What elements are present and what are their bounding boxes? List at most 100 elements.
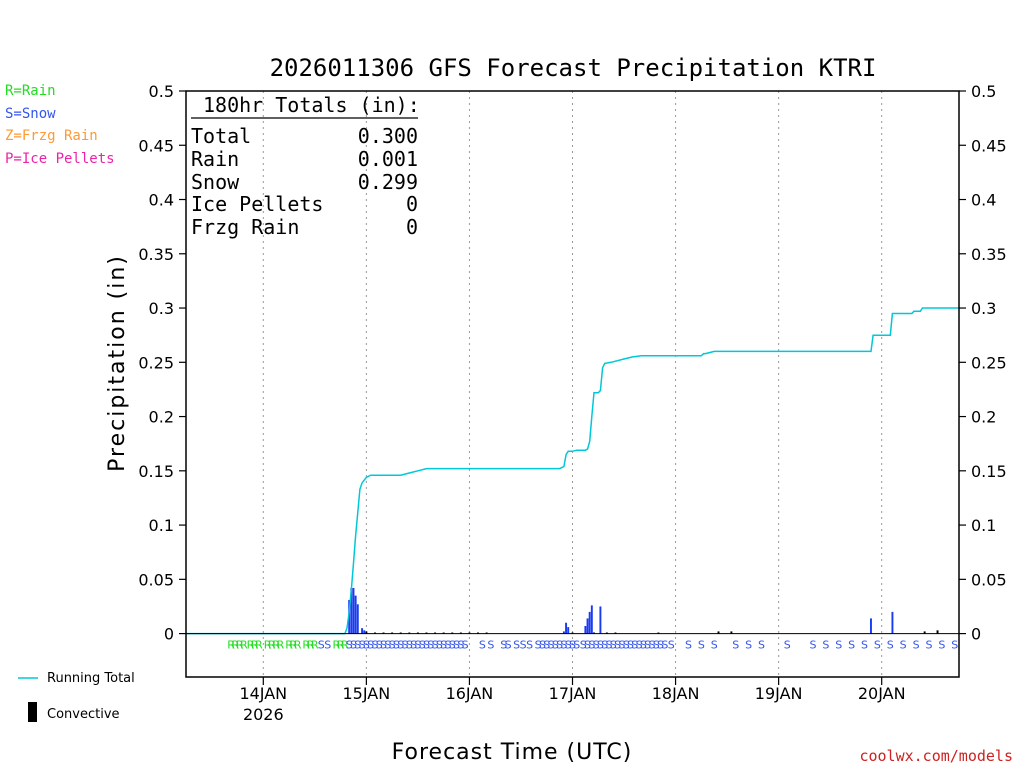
ptype-marker: S — [900, 639, 907, 652]
x-axis-title: Forecast Time (UTC) — [392, 740, 633, 765]
ptype-marker: R — [232, 639, 240, 652]
snow-bar — [356, 604, 359, 634]
ptype-marker: S — [432, 639, 439, 652]
credit-text: coolwx.com/models — [859, 747, 1013, 765]
ptype-marker: R — [337, 639, 345, 652]
ptype-marker: S — [552, 639, 559, 652]
series-legend: Running Total Convective — [18, 671, 135, 722]
x-tick-label: 20JAN — [858, 684, 906, 703]
ptype-marker: S — [410, 639, 417, 652]
convective-bar — [730, 631, 733, 634]
convective-bar — [936, 630, 939, 634]
convective-bar — [717, 631, 720, 634]
ptype-marker: S — [606, 639, 613, 652]
ptype-marker: S — [758, 639, 765, 652]
ptype-marker: S — [371, 639, 378, 652]
convective-swatch — [28, 702, 37, 722]
convective-bar — [382, 632, 385, 634]
y-tick-label-left: 0.2 — [149, 408, 174, 427]
snow-bar — [350, 588, 353, 634]
ptype-legend: R=Rain S=Snow Z=Frzg Rain P=Ice Pellets — [5, 83, 115, 167]
totals-value-rain: 0.001 — [358, 147, 418, 171]
snow-bar — [354, 595, 357, 634]
ptype-marker: S — [505, 639, 512, 652]
totals-label-snow: Snow — [191, 170, 240, 194]
ptype-marker: S — [436, 639, 443, 652]
snow-bar — [869, 618, 872, 634]
ptype-marker: S — [449, 639, 456, 652]
snow-bar — [565, 622, 568, 634]
convective-bar — [923, 631, 926, 634]
ptype-marker: S — [565, 639, 572, 652]
ptype-marker: S — [397, 639, 404, 652]
totals-value-snow: 0.299 — [358, 170, 418, 194]
convective-bar — [485, 632, 488, 634]
y-tick-label-right: 0 — [971, 625, 981, 644]
ptype-marker: S — [593, 639, 600, 652]
ptype-marker: S — [661, 639, 668, 652]
ptype-marker: S — [318, 639, 325, 652]
ptype-marker: R — [264, 639, 272, 652]
ptype-marker: S — [861, 639, 868, 652]
ptype-marker: R — [255, 639, 263, 652]
x-tick-label: 19JAN — [755, 684, 803, 703]
ptype-marker: R — [307, 639, 315, 652]
ptype-marker: R — [290, 639, 298, 652]
ptype-marker: S — [363, 639, 370, 652]
ptype-marker: R — [227, 639, 235, 652]
snow-bar — [588, 611, 591, 634]
legend-snow: S=Snow — [5, 106, 56, 122]
ptype-marker: S — [384, 639, 391, 652]
ptype-marker: S — [698, 639, 705, 652]
snow-bar — [590, 605, 593, 634]
y-tick-label-left: 0.05 — [138, 570, 174, 589]
convective-bar — [442, 632, 445, 634]
ptype-marker: S — [402, 639, 409, 652]
convective-bar — [571, 632, 574, 634]
ptype-marker: S — [354, 639, 361, 652]
ptype-marker: S — [440, 639, 447, 652]
y-tick-label-right: 0.05 — [971, 570, 1007, 589]
snow-bar — [361, 628, 364, 634]
ptype-marker: S — [346, 639, 353, 652]
ptype-marker: S — [406, 639, 413, 652]
ptype-marker: S — [745, 639, 752, 652]
ptype-marker: S — [423, 639, 430, 652]
legend-frzg-rain: Z=Frzg Rain — [5, 128, 98, 144]
ptype-marker: R — [332, 639, 340, 652]
ptype-marker: S — [419, 639, 426, 652]
ptype-marker: S — [588, 639, 595, 652]
ptype-marker: S — [393, 639, 400, 652]
snow-bar — [567, 627, 570, 634]
ptype-marker: S — [367, 639, 374, 652]
ptype-marker: S — [500, 639, 507, 652]
ptype-marker: S — [614, 639, 621, 652]
ptype-marker: S — [848, 639, 855, 652]
legend-rain: R=Rain — [5, 83, 56, 99]
ptype-marker: S — [685, 639, 692, 652]
ptype-marker: S — [560, 639, 567, 652]
ptype-marker: S — [513, 639, 520, 652]
ptype-marker: S — [627, 639, 634, 652]
y-tick-label-right: 0.2 — [971, 408, 996, 427]
ptype-marker: S — [526, 639, 533, 652]
ptype-marker: S — [874, 639, 881, 652]
ptype-marker: S — [951, 639, 958, 652]
ptype-marker: R — [341, 639, 349, 652]
ptype-marker: S — [380, 639, 387, 652]
ptype-marker: S — [631, 639, 638, 652]
ptype-marker: S — [618, 639, 625, 652]
axes: 0 00.05 0.050.1 0.10.15 0.150.2 0.20.25 0.250.… — [138, 82, 1006, 724]
totals-label-frzg-rain: Frzg Rain — [191, 215, 299, 239]
y-tick-label-right: 0.4 — [971, 191, 996, 210]
totals-label-ice-pellets: Ice Pellets — [191, 192, 323, 216]
y-tick-label-right: 0.15 — [971, 462, 1007, 481]
ptype-marker: S — [427, 639, 434, 652]
ptype-marker: S — [573, 639, 580, 652]
ptype-marker: S — [584, 639, 591, 652]
ptype-marker: S — [601, 639, 608, 652]
ptype-marker: S — [648, 639, 655, 652]
ptype-marker: S — [644, 639, 651, 652]
snow-bar — [352, 588, 355, 634]
